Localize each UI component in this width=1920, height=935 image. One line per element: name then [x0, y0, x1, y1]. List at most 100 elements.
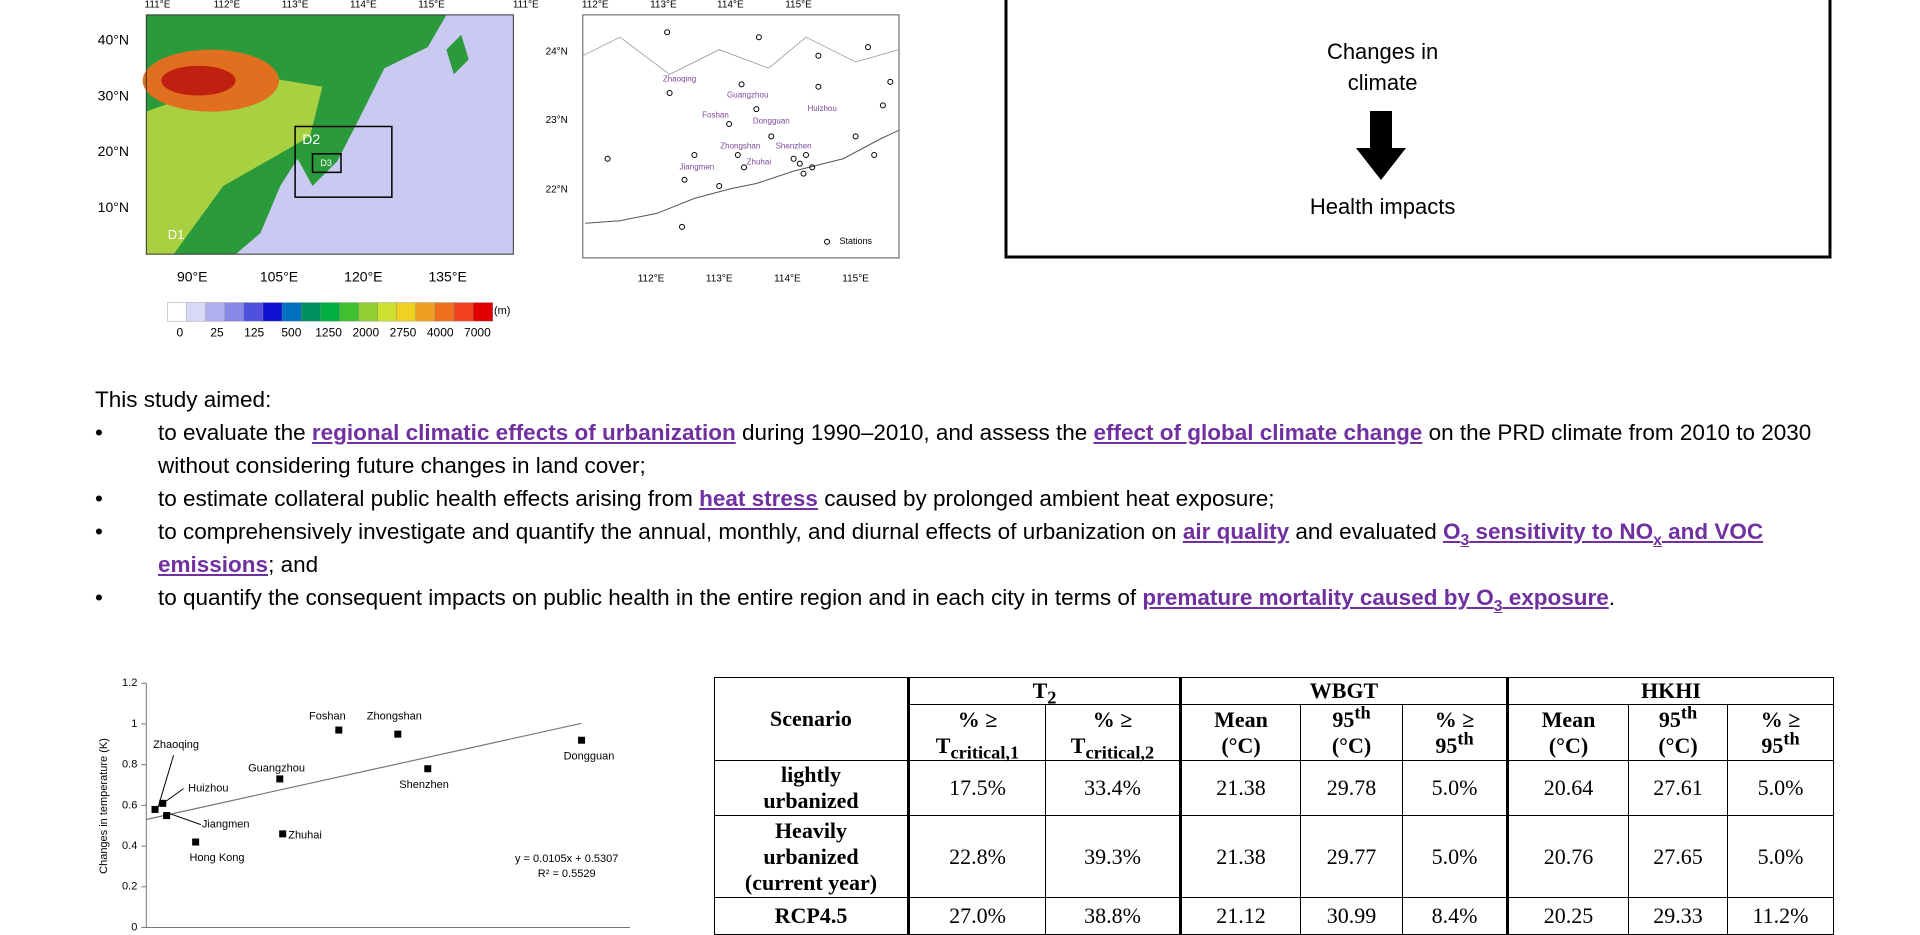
- station: [790, 155, 797, 162]
- station: [741, 164, 747, 171]
- table-cell: 5.0%: [1402, 815, 1508, 898]
- table-cell: 38.8%: [1045, 897, 1181, 935]
- table-cell: HKHI: [1506, 677, 1834, 705]
- cell-text: urbanized: [763, 788, 859, 813]
- aims: This study aimed: to evaluate the regiona…: [95, 383, 1835, 614]
- cell-text: urbanized: [763, 843, 859, 869]
- cell-text: 21.12: [1216, 903, 1266, 928]
- table-cell: Heavily urbanized (current year): [714, 815, 909, 898]
- table-cell: 20.25: [1506, 897, 1629, 935]
- table-cell: 30.99: [1300, 897, 1403, 935]
- results-table: Scenario T2 WBGT HKHI% ≥ Tcritical,1% ≥ Tcrit…: [714, 677, 1834, 935]
- label-arrow: [169, 813, 202, 826]
- aim-link[interactable]: air quality: [1182, 519, 1290, 544]
- cell-text: 5.0%: [1431, 843, 1478, 869]
- map-lon-label: 115°E: [785, 0, 812, 11]
- cell-text: (°C): [1548, 732, 1589, 758]
- aim-link[interactable]: O: [1443, 519, 1461, 544]
- map-lon-label: 115°E: [842, 274, 869, 285]
- cell-text: % ≥: [1760, 706, 1801, 732]
- domain-label: D1: [168, 227, 185, 242]
- colorbar-label: 0: [176, 326, 183, 340]
- aim-item: to estimate collateral public health eff…: [95, 482, 1835, 515]
- aim-link[interactable]: sensitivity to NO: [1469, 519, 1654, 544]
- aim-link[interactable]: effect of global climate change: [1093, 420, 1423, 445]
- cell-text: % ≥: [1092, 706, 1133, 732]
- table-cell: 11.2%: [1727, 897, 1834, 935]
- colorbar-label: 7000: [464, 326, 491, 340]
- cell-text: 29.78: [1326, 775, 1377, 800]
- y-tick-label: 0.8: [122, 759, 137, 771]
- cell-text: th: [1783, 728, 1800, 749]
- station: [604, 155, 611, 162]
- cell-text: 95: [1332, 706, 1355, 732]
- y-tick-label: 0: [131, 921, 137, 933]
- aim-link[interactable]: regional climatic effects of urbanizatio…: [311, 420, 736, 445]
- table-cell: 20.64: [1506, 760, 1629, 816]
- map-lat-label: 24°N: [546, 47, 568, 58]
- cell-text: Mean: [1214, 706, 1268, 732]
- scatter-point: [151, 805, 159, 813]
- cell-text: (°C): [1221, 732, 1261, 758]
- aim-link[interactable]: 3: [1460, 532, 1470, 549]
- aim-link[interactable]: x: [1653, 532, 1662, 549]
- cell-text: 5.0%: [1757, 775, 1804, 800]
- table-cell: % ≥ Tcritical,1: [907, 704, 1046, 761]
- table-cell: Scenario: [714, 677, 909, 761]
- cell-text: (current year): [744, 869, 878, 895]
- aim-link[interactable]: heat stress: [699, 486, 818, 511]
- aims-list: to evaluate the regional climatic effect…: [95, 416, 1835, 614]
- table-cell: 21.38: [1179, 760, 1301, 816]
- station: [664, 29, 671, 36]
- domain-label: D2: [302, 131, 320, 147]
- table-cell: 29.77: [1300, 815, 1403, 898]
- table-cell: RCP4.5: [714, 897, 909, 935]
- aim-link[interactable]: exposure: [1502, 585, 1609, 610]
- cell-text: RCP4.5: [774, 903, 848, 928]
- table-cell: 39.3%: [1045, 815, 1181, 898]
- cell-text: 33.4%: [1084, 775, 1141, 800]
- station: [681, 176, 688, 183]
- point-label: Jiangmen: [202, 819, 250, 831]
- cell-text: th: [1354, 702, 1371, 723]
- map2-frame: [582, 14, 900, 259]
- table-cell: 5.0%: [1727, 760, 1834, 816]
- trend-equation: y = 0.0105x + 0.5307: [515, 853, 618, 865]
- flow-box: [1004, 0, 1832, 259]
- aim-text: to quantify the consequent impacts on pu…: [158, 585, 1143, 610]
- colorbar-swatch: [339, 302, 360, 322]
- colorbar-swatch: [472, 302, 493, 322]
- station: [768, 133, 775, 140]
- aim-link[interactable]: 3: [1493, 598, 1503, 615]
- cell-text: critical,2: [1085, 741, 1155, 762]
- scatter-point: [279, 830, 287, 838]
- cell-text: T: [1070, 732, 1086, 758]
- colorbar-label: 2750: [390, 326, 417, 340]
- aim-text: on the PRD climate from 2010 to 2030 wit…: [158, 420, 1812, 478]
- colorbar-swatch: [320, 302, 341, 322]
- colorbar-swatch: [224, 302, 245, 322]
- table-cell: 27.65: [1628, 815, 1728, 898]
- cell-text: % ≥: [1434, 706, 1475, 732]
- cell-text: 11.2%: [1752, 903, 1809, 928]
- flow-arrow: [1356, 111, 1406, 180]
- aim-link[interactable]: and VOC emissions: [158, 519, 1764, 577]
- colorbar-swatch: [205, 302, 226, 322]
- station: [691, 152, 698, 158]
- coastline: [585, 129, 900, 224]
- map-frame: [145, 14, 514, 255]
- aim-text: during 1990–2010, and assess the: [735, 420, 1094, 445]
- table-cell: 29.78: [1300, 760, 1403, 816]
- colorbar-swatch: [434, 302, 455, 322]
- aim-link[interactable]: premature mortality caused by O: [1142, 585, 1494, 610]
- table-cell: 21.38: [1179, 815, 1301, 898]
- map-lon-label: 135°E: [428, 268, 466, 284]
- legend-label: Stations: [839, 236, 872, 246]
- cell-text: HKHI: [1641, 678, 1701, 703]
- point-label: Foshan: [309, 711, 346, 723]
- cell-text: Mean: [1541, 706, 1596, 732]
- aim-text: to evaluate the: [158, 420, 312, 445]
- map-lon-label: 114°E: [717, 0, 744, 11]
- map-lon-label: 111°E: [513, 0, 539, 11]
- cell-text: 8.4%: [1431, 903, 1478, 928]
